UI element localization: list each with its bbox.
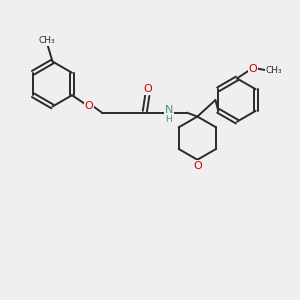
Text: O: O [193,161,202,171]
Text: CH₃: CH₃ [265,66,282,74]
Text: H: H [166,115,172,124]
Text: O: O [85,101,94,111]
Text: O: O [143,84,152,94]
Text: CH₃: CH₃ [38,36,55,45]
Text: O: O [249,64,258,74]
Text: N: N [165,105,173,115]
